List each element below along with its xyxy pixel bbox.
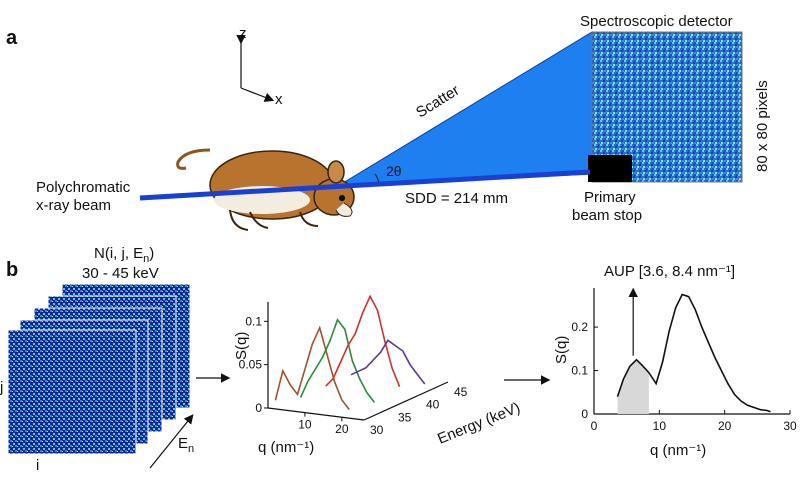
- aup-ytick-label: 0.2: [571, 320, 588, 334]
- waterfall-xlabel: q (nm⁻¹): [258, 439, 314, 456]
- waterfall-chart: S(q) q (nm⁻¹) Energy (keV) 0 0.05 0.1 10 20 3…: [233, 294, 523, 456]
- aup-xtick-label: 30: [783, 419, 797, 433]
- detector-label: Spectroscopic detector: [580, 13, 733, 30]
- sdd-label: SDD = 214 mm: [405, 190, 508, 207]
- aup-shaded-area: [617, 359, 649, 414]
- waterfall-series-line: [350, 339, 426, 385]
- pixels-label: 80 x 80 pixels: [754, 80, 771, 172]
- axis-en-label: En: [178, 435, 194, 455]
- aup-xlabel: q (nm⁻¹): [650, 442, 706, 459]
- aup-xtick-label: 20: [718, 419, 732, 433]
- aup-ytick-label: 0.1: [571, 364, 588, 378]
- aup-chart: AUP [3.6, 8.4 nm⁻¹] S(q) q (nm⁻¹) 0 10 20 3…: [553, 263, 797, 459]
- primary-beam-stop: [588, 155, 632, 182]
- waterfall-ztick-label: 30: [370, 423, 384, 437]
- waterfall-ylabel: S(q): [233, 332, 250, 360]
- waterfall-series-line: [299, 318, 376, 403]
- waterfall-series-line: [274, 325, 350, 410]
- aup-ylabel: S(q): [553, 336, 570, 364]
- polychromatic-xray-beam: [139, 183, 346, 201]
- axis-j-label: j: [0, 379, 3, 396]
- waterfall-z-axis: [363, 381, 449, 421]
- aup-xtick-label: 0: [591, 419, 598, 433]
- beam-label-line1: Polychromatic: [36, 179, 131, 196]
- waterfall-ztick-label: 35: [398, 410, 412, 424]
- beamstop-label-line1: Primary: [584, 189, 636, 206]
- coordinate-axes: z x: [236, 25, 283, 108]
- waterfall-ytick-label: 0.05: [239, 358, 263, 372]
- scatter-cone: [337, 31, 593, 187]
- aup-ytick-label: 0: [581, 407, 588, 421]
- waterfall-xtick-label: 10: [298, 418, 312, 432]
- beamstop-label-line2: beam stop: [572, 207, 642, 224]
- angle-label: 2θ: [386, 163, 402, 179]
- waterfall-zlabel: Energy (keV): [435, 399, 523, 448]
- stack-energy-range: 30 - 45 keV: [82, 265, 159, 282]
- waterfall-x-axis: [267, 407, 365, 421]
- waterfall-ytick-label: 0.1: [245, 314, 262, 328]
- energy-axis-arrow: [149, 414, 194, 469]
- panel-label-a: a: [6, 27, 18, 49]
- aup-xtick-label: 10: [653, 419, 667, 433]
- axis-z-label: z: [239, 25, 247, 42]
- aup-title: AUP [3.6, 8.4 nm⁻¹]: [604, 263, 735, 280]
- waterfall-series-line: [325, 294, 401, 387]
- stack-title: N(i, j, En): [94, 245, 154, 265]
- waterfall-ytick-label: 0: [255, 401, 262, 415]
- waterfall-ztick-label: 40: [426, 398, 440, 412]
- transmitted-beam: [344, 169, 591, 189]
- panel-label-b: b: [6, 259, 18, 281]
- axis-x-label: x: [275, 91, 283, 108]
- waterfall-xtick-label: 20: [335, 422, 349, 436]
- axis-i-label: i: [36, 457, 39, 474]
- image-stack: [7, 283, 191, 455]
- waterfall-ztick-label: 45: [454, 385, 468, 399]
- aup-series-line: [616, 293, 771, 413]
- beam-label-line2: x-ray beam: [36, 197, 111, 214]
